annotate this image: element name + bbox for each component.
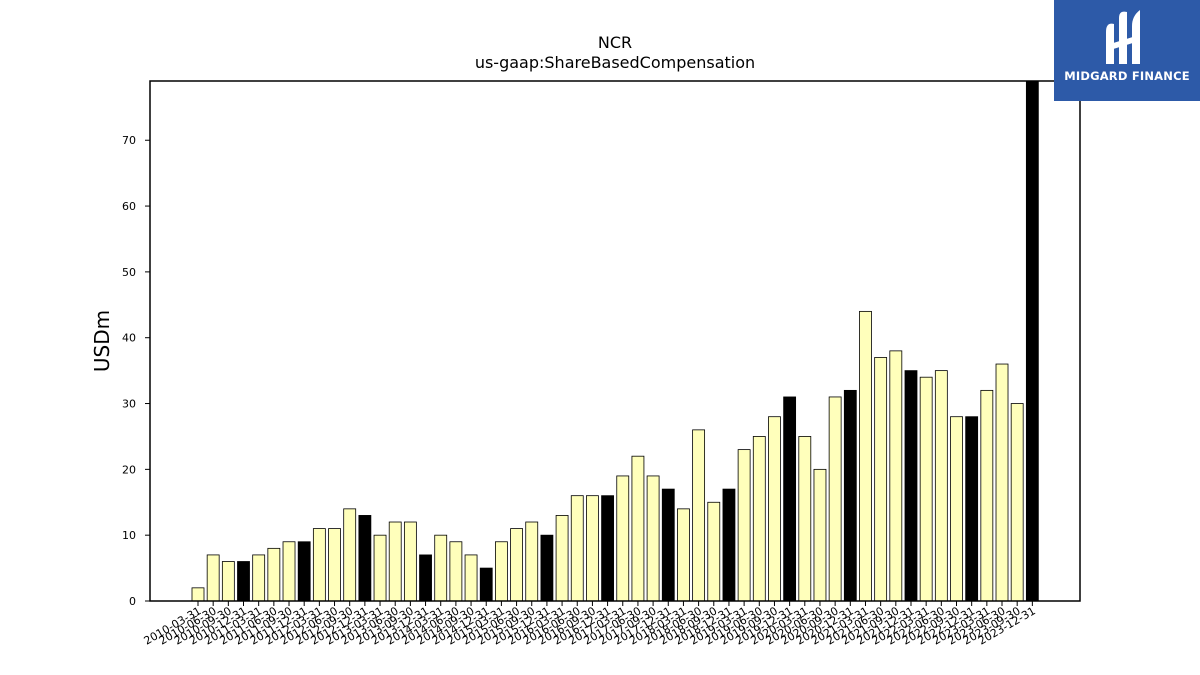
y-axis-label: USDm: [90, 310, 114, 372]
bar-2013-06-30: [388, 521, 402, 602]
bar-2021-06-30: [874, 357, 888, 602]
bar-2010-12-31: [237, 561, 250, 602]
bar-2017-03-31: [616, 475, 630, 602]
bar-2022-06-30: [934, 370, 948, 602]
bar-2020-09-30: [828, 396, 842, 602]
bar-2018-09-30: [707, 501, 721, 602]
bar-2016-06-30: [570, 495, 584, 602]
y-tick-label: 10: [122, 529, 136, 542]
bars-group: [191, 80, 1039, 602]
chart-subtitle: us-gaap:ShareBasedCompensation: [475, 53, 755, 72]
bar-2020-12-31: [843, 389, 857, 602]
bar-2021-12-31: [904, 370, 918, 602]
bar-2014-12-31: [479, 567, 493, 602]
bar-2012-03-31: [312, 528, 326, 602]
bar-2023-03-31: [980, 389, 994, 602]
y-tick-label: 20: [122, 463, 136, 476]
bar-2010-09-30: [221, 561, 235, 602]
plot-frame: [149, 80, 1081, 602]
bar-2015-06-30: [510, 528, 523, 602]
x-ticks-group: 2010-03-312010-06-302010-09-302010-12-31…: [142, 601, 1038, 648]
bar-2023-06-30: [995, 363, 1009, 602]
y-tick-label: 40: [122, 332, 136, 345]
bar-2023-12-31: [1025, 80, 1039, 602]
bar-2022-03-31: [919, 376, 933, 602]
bar-2015-09-30: [525, 521, 539, 602]
bar-2010-06-30: [206, 554, 220, 602]
bar-2014-06-30: [449, 541, 463, 602]
bar-2014-09-30: [464, 554, 478, 602]
y-ticks-group: 0 10 20 30 40 50 60 70: [122, 134, 150, 608]
bar-2021-03-31: [859, 310, 872, 602]
midgard-monogram-icon: [1106, 10, 1140, 65]
bar-2013-09-30: [403, 521, 417, 602]
bar-2020-03-31: [798, 436, 812, 602]
y-tick-label: 50: [122, 266, 136, 279]
bar-2010-03-31: [191, 587, 205, 602]
bar-2016-03-31: [555, 515, 569, 602]
bar-2022-09-30: [950, 416, 963, 602]
y-tick-label: 30: [122, 398, 136, 411]
bar-2011-12-31: [297, 541, 311, 602]
bar-2011-03-31: [252, 554, 266, 602]
bar-2012-12-31: [358, 515, 372, 602]
y-tick-label: 0: [129, 595, 136, 608]
bar-2013-12-31: [419, 554, 432, 602]
bar-2018-12-31: [722, 488, 736, 602]
bar-2014-03-31: [434, 534, 448, 602]
bar-2019-03-31: [737, 449, 751, 602]
bar-2018-06-30: [692, 429, 706, 602]
bar-2017-09-30: [646, 475, 660, 602]
chart-title: NCR: [598, 33, 632, 52]
bar-2021-09-30: [889, 350, 903, 602]
brand-logo: MIDGARD FINANCE: [1054, 0, 1200, 101]
bar-2016-09-30: [586, 495, 599, 602]
bar-2015-03-31: [494, 541, 508, 602]
bar-2022-12-31: [965, 416, 979, 602]
bar-2019-06-30: [752, 436, 766, 602]
bar-2023-09-30: [1010, 403, 1024, 602]
bar-2015-12-31: [540, 534, 554, 602]
bar-2019-12-31: [783, 396, 797, 602]
bar-2017-06-30: [631, 455, 645, 602]
bar-2012-06-30: [328, 528, 341, 602]
bar-2012-09-30: [343, 508, 357, 602]
brand-name: MIDGARD FINANCE: [1064, 69, 1190, 83]
y-tick-label: 70: [122, 134, 136, 147]
bar-2011-06-30: [267, 547, 281, 602]
bar-2017-12-31: [661, 488, 675, 602]
bar-2019-09-30: [768, 416, 781, 602]
y-tick-label: 60: [122, 200, 136, 213]
bar-2011-09-30: [282, 541, 296, 602]
bar-2020-06-30: [813, 468, 827, 602]
bar-2016-12-31: [601, 495, 614, 602]
bar-2018-03-31: [677, 508, 690, 602]
bar-2013-03-31: [373, 534, 387, 602]
